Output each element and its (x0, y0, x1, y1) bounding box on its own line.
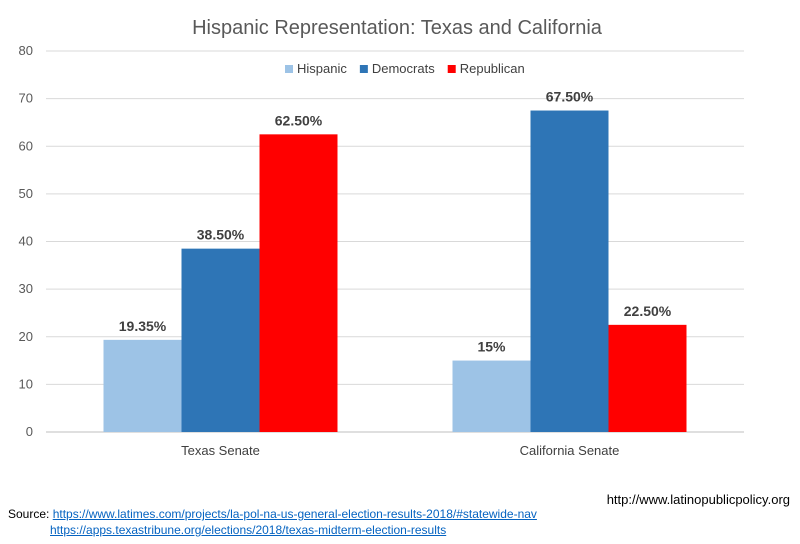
data-label: 22.50% (624, 303, 672, 319)
legend-swatch (285, 65, 293, 73)
sources-block: Source: https://www.latimes.com/projects… (8, 506, 537, 538)
bars (103, 110, 687, 432)
gridlines: 0 10 20 30 40 50 60 70 80 (19, 43, 744, 439)
data-label: 38.50% (197, 227, 245, 243)
legend-swatch (359, 65, 368, 73)
y-tick-label: 20 (19, 329, 33, 344)
y-tick-label: 80 (19, 43, 33, 58)
legend-swatch (447, 65, 456, 73)
source-link-texastribune[interactable]: https://apps.texastribune.org/elections/… (50, 523, 447, 537)
bar (181, 248, 260, 432)
y-tick-label: 70 (19, 91, 33, 106)
category-label: California Senate (520, 443, 620, 458)
y-tick-label: 50 (19, 186, 33, 201)
source-label: Source: (8, 507, 50, 521)
source-link-latimes[interactable]: https://www.latimes.com/projects/la-pol-… (52, 507, 537, 521)
website-credit: http://www.latinopublicpolicy.org (606, 492, 790, 507)
bar (452, 360, 531, 432)
y-tick-label: 60 (19, 138, 33, 153)
data-label: 19.35% (119, 318, 167, 334)
data-label: 15% (477, 339, 506, 355)
y-tick-label: 0 (26, 424, 33, 439)
legend-label: Hispanic (297, 61, 347, 76)
y-tick-label: 10 (19, 376, 33, 391)
category-label: Texas Senate (181, 443, 260, 458)
bar-chart: Hispanic Representation: Texas and Calif… (19, 17, 744, 458)
data-label: 62.50% (275, 112, 323, 128)
category-labels: Texas Senate California Senate (181, 443, 619, 458)
bar (530, 110, 609, 432)
y-tick-label: 40 (19, 234, 33, 249)
bar (103, 339, 182, 432)
chart-title: Hispanic Representation: Texas and Calif… (192, 17, 603, 39)
data-labels: 19.35% 38.50% 62.50% 15% 67.50% 22.50% (119, 89, 672, 355)
legend-label: Republican (460, 61, 525, 76)
y-tick-label: 30 (19, 281, 33, 296)
legend-label: Democrats (372, 61, 435, 76)
data-label: 67.50% (546, 89, 594, 105)
bar (259, 134, 338, 432)
bar (608, 324, 687, 432)
legend: Hispanic Democrats Republican (285, 61, 525, 76)
